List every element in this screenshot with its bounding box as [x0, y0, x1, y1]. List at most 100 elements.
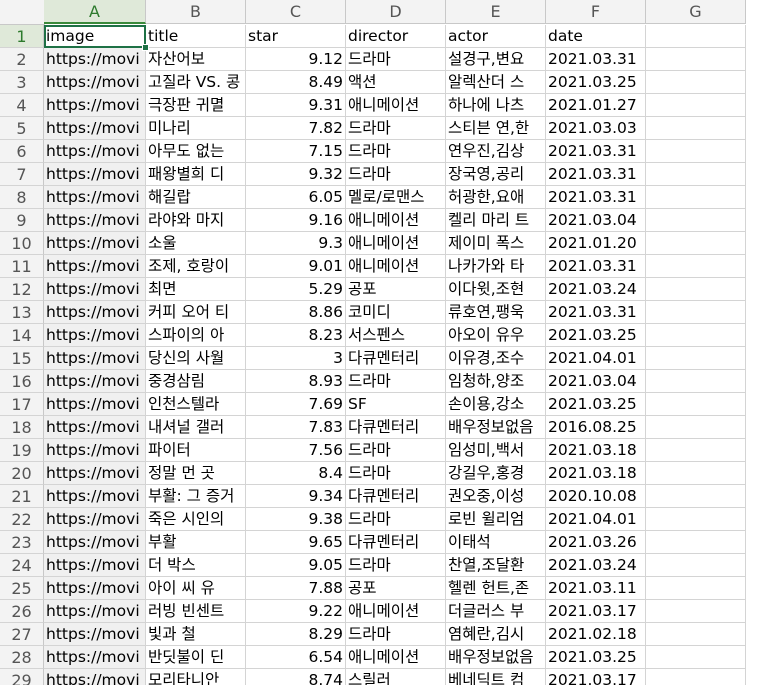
row-header[interactable]: 20	[0, 462, 44, 485]
grid-cell[interactable]: 허광한,요애	[446, 186, 546, 209]
grid-cell[interactable]: https://movi	[44, 600, 146, 623]
grid-cell[interactable]: 애니메이션	[346, 209, 446, 232]
grid-cell[interactable]: 9.65	[246, 531, 346, 554]
grid-cell[interactable]: 드라마	[346, 117, 446, 140]
grid-cell[interactable]: 2020.10.08	[546, 485, 646, 508]
grid-cell[interactable]: 류호연,팽욱	[446, 301, 546, 324]
row-header[interactable]: 21	[0, 485, 44, 508]
grid-cell[interactable]: 러빙 빈센트	[146, 600, 246, 623]
column-header-f[interactable]: F	[546, 0, 646, 24]
grid-cell[interactable]: 애니메이션	[346, 646, 446, 669]
grid-cell[interactable]	[646, 416, 746, 439]
grid-cell[interactable]: 연우진,김상	[446, 140, 546, 163]
grid-cell[interactable]: 2021.03.03	[546, 117, 646, 140]
row-header[interactable]: 4	[0, 94, 44, 117]
grid-cell[interactable]: 조제, 호랑이	[146, 255, 246, 278]
grid-cell[interactable]: 반딧불이 딘	[146, 646, 246, 669]
grid-cell[interactable]: 6.05	[246, 186, 346, 209]
grid-cell[interactable]: 2021.01.27	[546, 94, 646, 117]
grid-cell[interactable]: 미나리	[146, 117, 246, 140]
row-header[interactable]: 8	[0, 186, 44, 209]
grid-cell[interactable]: 염혜란,김시	[446, 623, 546, 646]
row-header[interactable]: 18	[0, 416, 44, 439]
grid-cell[interactable]: 2021.03.25	[546, 71, 646, 94]
grid-cell[interactable]: 2021.03.11	[546, 577, 646, 600]
grid-cell[interactable]: 액션	[346, 71, 446, 94]
grid-cell[interactable]: 하나에 나츠	[446, 94, 546, 117]
grid-cell[interactable]	[646, 508, 746, 531]
grid-cell[interactable]: 드라마	[346, 48, 446, 71]
grid-cell[interactable]: 배우정보없음	[446, 646, 546, 669]
grid-cell[interactable]: 다큐멘터리	[346, 416, 446, 439]
grid-cell[interactable]	[646, 623, 746, 646]
grid-cell[interactable]: 8.4	[246, 462, 346, 485]
grid-cell[interactable]: https://movi	[44, 439, 146, 462]
grid-cell[interactable]: 9.05	[246, 554, 346, 577]
grid-cell[interactable]: https://movi	[44, 163, 146, 186]
grid-cell[interactable]: 내셔널 갤러	[146, 416, 246, 439]
grid-cell[interactable]	[646, 577, 746, 600]
grid-cell[interactable]: https://movi	[44, 324, 146, 347]
grid-cell[interactable]	[646, 324, 746, 347]
grid-cell[interactable]: 아오이 유우	[446, 324, 546, 347]
grid-cell[interactable]: 애니메이션	[346, 255, 446, 278]
grid-cell[interactable]: 3	[246, 347, 346, 370]
grid-cell[interactable]: 애니메이션	[346, 232, 446, 255]
row-header[interactable]: 24	[0, 554, 44, 577]
header-cell[interactable]: date	[546, 25, 646, 48]
grid-cell[interactable]	[646, 554, 746, 577]
row-header[interactable]: 12	[0, 278, 44, 301]
row-header[interactable]: 17	[0, 393, 44, 416]
grid-cell[interactable]: 더 박스	[146, 554, 246, 577]
grid-cell[interactable]: 2021.03.31	[546, 186, 646, 209]
row-header[interactable]: 27	[0, 623, 44, 646]
grid-cell[interactable]: 2021.03.31	[546, 301, 646, 324]
grid-cell[interactable]	[646, 186, 746, 209]
grid-cell[interactable]: 2021.03.31	[546, 48, 646, 71]
grid-cell[interactable]: 자산어보	[146, 48, 246, 71]
grid-cell[interactable]: 7.82	[246, 117, 346, 140]
grid-cell[interactable]: 찬열,조달환	[446, 554, 546, 577]
row-header[interactable]: 29	[0, 669, 44, 685]
grid-cell[interactable]	[646, 600, 746, 623]
grid-cell[interactable]: 스파이의 아	[146, 324, 246, 347]
grid-cell[interactable]: 2021.03.24	[546, 278, 646, 301]
grid-cell[interactable]	[646, 163, 746, 186]
grid-cell[interactable]: https://movi	[44, 646, 146, 669]
select-all-corner[interactable]	[0, 0, 45, 25]
grid-cell[interactable]: 드라마	[346, 462, 446, 485]
row-header[interactable]: 25	[0, 577, 44, 600]
grid-cell[interactable]: 장국영,공리	[446, 163, 546, 186]
grid-cell[interactable]: 드라마	[346, 163, 446, 186]
grid-cell[interactable]: 로빈 윌리엄	[446, 508, 546, 531]
grid-cell[interactable]: 2016.08.25	[546, 416, 646, 439]
grid-cell[interactable]: 8.93	[246, 370, 346, 393]
row-header[interactable]: 11	[0, 255, 44, 278]
grid-cell[interactable]: 9.34	[246, 485, 346, 508]
grid-cell[interactable]: 2021.03.31	[546, 255, 646, 278]
grid-cell[interactable]: 이태석	[446, 531, 546, 554]
grid-cell[interactable]: 9.31	[246, 94, 346, 117]
grid-cell[interactable]: 이유경,조수	[446, 347, 546, 370]
grid-cell[interactable]: 2021.03.24	[546, 554, 646, 577]
column-header-e[interactable]: E	[446, 0, 546, 24]
column-header-b[interactable]: B	[146, 0, 246, 24]
grid-cell[interactable]: 모리타니안	[146, 669, 246, 685]
grid-cell[interactable]: 8.49	[246, 71, 346, 94]
grid-cell[interactable]: 7.15	[246, 140, 346, 163]
grid-cell[interactable]: https://movi	[44, 48, 146, 71]
grid-cell[interactable]: 죽은 시인의	[146, 508, 246, 531]
grid-cell[interactable]: 고질라 VS. 콩	[146, 71, 246, 94]
grid-cell[interactable]: https://movi	[44, 140, 146, 163]
grid-cell[interactable]: 애니메이션	[346, 600, 446, 623]
grid-cell[interactable]: https://movi	[44, 416, 146, 439]
header-cell[interactable]: actor	[446, 25, 546, 48]
grid-cell[interactable]: 9.12	[246, 48, 346, 71]
row-header[interactable]: 19	[0, 439, 44, 462]
grid-cell[interactable]: 공포	[346, 278, 446, 301]
grid-cell[interactable]: 8.74	[246, 669, 346, 685]
column-header-a[interactable]: A	[44, 0, 146, 24]
grid-cell[interactable]: https://movi	[44, 186, 146, 209]
grid-cell[interactable]: 베네딕트 컴	[446, 669, 546, 685]
grid-cell[interactable]: 7.69	[246, 393, 346, 416]
